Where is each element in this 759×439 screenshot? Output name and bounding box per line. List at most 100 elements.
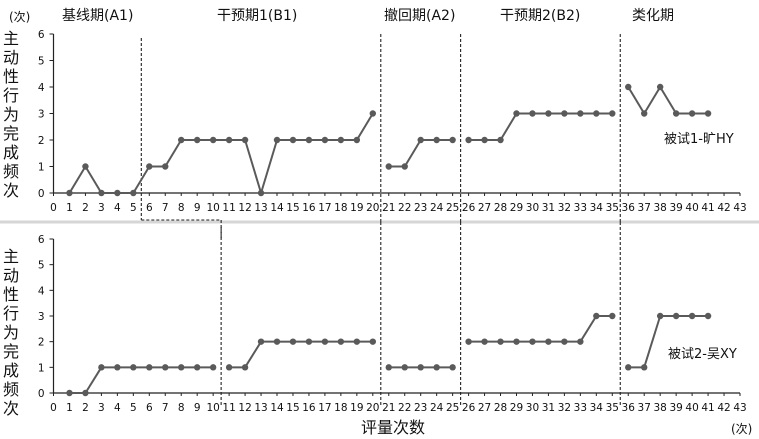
data-point [641,110,648,117]
x-tick-label: 11 [222,402,235,414]
data-point [305,338,313,345]
x-tick-label: 14 [270,402,284,414]
data-point [593,110,600,117]
x-tick-label: 25 [446,202,459,214]
y-tick-label: 4 [38,285,45,297]
data-point [481,338,488,345]
data-point [225,364,233,371]
data-point [162,163,169,170]
x-tick-label: 19 [350,402,363,414]
subject-1-label: 被试1-旷HY [664,132,734,147]
y-axis-title-char: 动 [3,266,19,285]
x-tick-label: 43 [733,202,746,214]
x-tick-label: 16 [302,202,316,214]
x-tick-label: 38 [653,202,666,214]
x-tick-label: 12 [238,202,251,214]
x-tick-label: 33 [574,202,587,214]
data-point [688,110,696,117]
x-unit-label: (次) [731,422,752,436]
data-point [529,110,536,117]
series-line-segment [659,86,677,115]
x-tick-label: 10 [206,202,219,214]
y-axis-title-char: 成 [3,143,19,162]
series-line-segment [164,139,183,168]
x-tick-label: 7 [162,202,169,214]
series-line-segment [579,315,598,343]
x-tick-label: 36 [622,402,636,414]
data-point [321,136,329,144]
x-tick-label: 4 [114,202,121,214]
x-tick-label: 11 [222,202,235,214]
data-point [337,136,345,144]
series-line-segment [643,315,662,368]
x-tick-label: 10 [206,402,219,414]
x-tick-label: 26 [462,202,476,214]
data-point [513,110,520,117]
x-tick-label: 40 [685,402,698,414]
x-tick-label: 20 [366,202,379,214]
x-tick-label: 43 [733,402,746,414]
y-tick-label: 0 [38,388,45,400]
x-tick-label: 18 [334,402,347,414]
phase-label-a1: 基线期(A1) [62,7,133,24]
x-tick-label: 15 [286,202,299,214]
x-tick-label: 5 [130,202,137,214]
data-point [497,338,504,345]
x-tick-label: 7 [162,402,169,414]
y-axis-title-char: 主 [3,247,19,266]
x-tick-label: 15 [286,402,299,414]
y-tick-label: 2 [38,135,45,147]
data-point [561,338,568,345]
data-point [289,338,297,345]
x-tick-label: 3 [98,202,105,214]
data-point [273,136,281,144]
x-tick-label: 21 [382,402,395,414]
x-tick-label: 39 [669,202,682,214]
series-line-segment [244,139,263,194]
data-point [625,83,632,91]
y-axis-title-char: 为 [3,105,19,124]
y-tick-label: 5 [38,260,45,272]
x-tick-label: 28 [494,202,507,214]
data-point [146,364,153,371]
x-tick-label: 30 [526,202,539,214]
data-point [162,364,169,371]
x-axis-title: 评量次数 [361,418,425,437]
x-tick-label: 13 [254,202,267,214]
data-point [225,136,233,144]
data-point [178,136,185,144]
x-tick-label: 36 [622,202,636,214]
data-point [321,338,329,345]
y-axis-title-char: 为 [3,323,19,342]
data-point [241,364,249,371]
x-tick-label: 25 [446,402,459,414]
series-line-segment [627,86,646,115]
y-axis-title-char: 行 [3,86,19,105]
x-tick-label: 0 [50,402,57,414]
data-point [577,338,584,345]
phase-label-a2: 撤回期(A2) [384,8,455,24]
y-axis-title-char: 成 [3,361,19,380]
series-line-segment [84,366,103,394]
data-point [625,364,632,371]
data-point [672,110,680,117]
data-point [481,136,488,144]
x-tick-label: 31 [542,202,555,214]
x-tick-label: 6 [146,402,153,414]
series-line-segment [132,165,151,194]
x-tick-label: 42 [717,402,730,414]
x-tick-label: 31 [542,402,555,414]
data-point [369,338,377,345]
data-point [130,364,137,371]
y-axis-title-char: 性 [3,67,19,86]
x-tick-label: 3 [98,402,105,414]
x-tick-label: 39 [669,402,682,414]
data-point [704,110,712,117]
x-tick-label: 34 [590,402,604,414]
x-tick-label: 8 [178,202,185,214]
data-point [672,312,680,320]
x-tick-label: 8 [178,402,185,414]
data-point [401,364,408,371]
data-point [114,189,121,197]
